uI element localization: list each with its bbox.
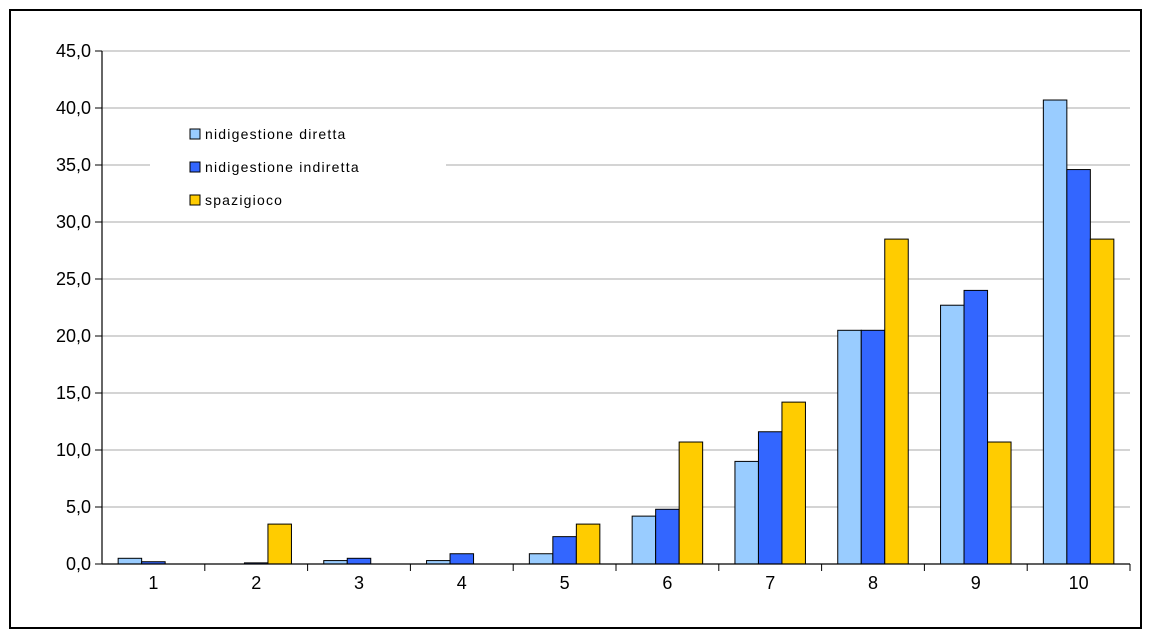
- bar-3-9: [987, 441, 1012, 565]
- y-tick-label: 20,0: [56, 326, 91, 346]
- bar-3-6: [678, 441, 704, 565]
- legend-label: spazigioco: [205, 192, 283, 208]
- bar-2-3: [346, 557, 372, 565]
- x-tick-label: 10: [1069, 573, 1089, 593]
- x-tick-label: 1: [148, 573, 158, 593]
- y-tick-label: 5,0: [66, 497, 91, 517]
- y-tick-label: 40,0: [56, 98, 91, 118]
- bar-1-1: [117, 557, 143, 565]
- x-tick-label: 9: [971, 573, 981, 593]
- x-tick-label: 4: [457, 573, 467, 593]
- legend-swatch: [189, 194, 201, 206]
- axes: [95, 50, 1131, 571]
- legend-label: nidigestione indiretta: [205, 159, 360, 175]
- bar-2-5: [552, 536, 577, 565]
- legend: nidigestione diretta nidigestione indiret…: [150, 116, 446, 211]
- y-tick-label: 35,0: [56, 155, 91, 175]
- bar-2-8: [860, 329, 886, 565]
- y-tick-label: 10,0: [56, 440, 91, 460]
- y-tick-label: 0,0: [66, 554, 91, 574]
- chart-frame: 0,0 5,0 10,0 15,0 20,0 25,0 30,0 35,0 40,0 45,0 1 2…: [9, 9, 1142, 629]
- bar-1-9: [940, 304, 965, 565]
- x-tick-label: 8: [868, 573, 878, 593]
- bar-1-5: [528, 553, 554, 565]
- bar-1-8: [837, 329, 862, 565]
- y-tick-label: 25,0: [56, 269, 91, 289]
- bar-chart: 0,0 5,0 10,0 15,0 20,0 25,0 30,0 35,0 40,0 45,0 1 2…: [56, 41, 1131, 593]
- bar-2-6: [655, 508, 680, 565]
- bar-3-2: [267, 523, 292, 565]
- bar-1-7: [734, 460, 759, 565]
- bar-2-4: [449, 553, 475, 565]
- y-tick-label: 15,0: [56, 383, 91, 403]
- bar-1-10: [1042, 99, 1068, 565]
- bar-3-10: [1089, 238, 1115, 565]
- x-tick-label: 5: [560, 573, 570, 593]
- x-tick-label: 3: [354, 573, 364, 593]
- x-tick-label: 7: [765, 573, 775, 593]
- bar-1-6: [631, 515, 657, 565]
- bar-2-10: [1066, 169, 1091, 565]
- tick-labels: 0,0 5,0 10,0 15,0 20,0 25,0 30,0 35,0 40,0 45,0 1 2…: [56, 41, 1089, 593]
- bars: [117, 99, 1115, 565]
- bar-3-5: [575, 523, 601, 565]
- y-tick-label: 45,0: [56, 41, 91, 61]
- bar-3-7: [781, 401, 806, 565]
- legend-swatch: [189, 161, 201, 173]
- bar-3-8: [884, 238, 909, 565]
- y-tick-label: 30,0: [56, 212, 91, 232]
- x-tick-label: 2: [251, 573, 261, 593]
- legend-label: nidigestione diretta: [205, 126, 347, 142]
- bar-2-7: [757, 431, 783, 565]
- bar-2-9: [963, 289, 989, 565]
- legend-swatch: [189, 128, 201, 140]
- x-tick-label: 6: [662, 573, 672, 593]
